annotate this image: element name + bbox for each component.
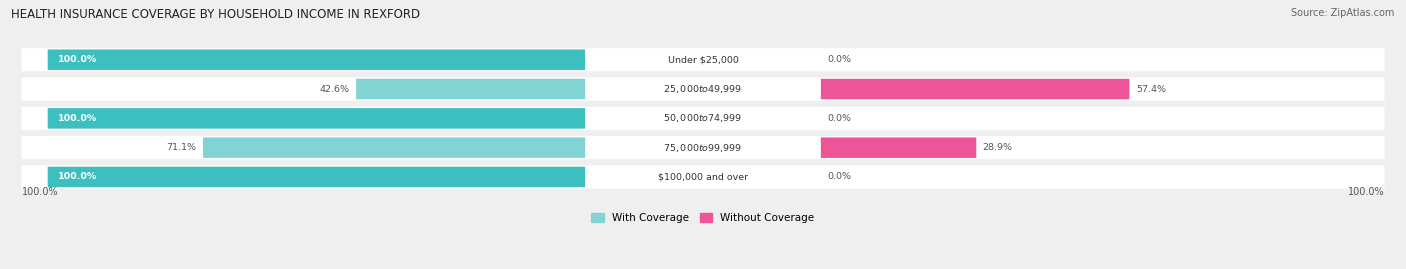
Text: 100.0%: 100.0% — [1348, 187, 1385, 197]
FancyBboxPatch shape — [48, 49, 585, 70]
Text: Under $25,000: Under $25,000 — [668, 55, 738, 64]
FancyBboxPatch shape — [48, 167, 585, 187]
FancyBboxPatch shape — [21, 48, 1385, 71]
Text: $25,000 to $49,999: $25,000 to $49,999 — [664, 83, 742, 95]
Text: $100,000 and over: $100,000 and over — [658, 172, 748, 182]
Text: $50,000 to $74,999: $50,000 to $74,999 — [664, 112, 742, 124]
Text: 100.0%: 100.0% — [58, 55, 97, 64]
Text: Source: ZipAtlas.com: Source: ZipAtlas.com — [1291, 8, 1395, 18]
Text: 100.0%: 100.0% — [58, 172, 97, 182]
Text: 0.0%: 0.0% — [828, 55, 852, 64]
FancyBboxPatch shape — [48, 108, 585, 129]
FancyBboxPatch shape — [356, 79, 585, 99]
Text: $75,000 to $99,999: $75,000 to $99,999 — [664, 142, 742, 154]
FancyBboxPatch shape — [21, 77, 1385, 101]
FancyBboxPatch shape — [202, 137, 585, 158]
Text: 71.1%: 71.1% — [166, 143, 197, 152]
FancyBboxPatch shape — [821, 137, 976, 158]
Text: 28.9%: 28.9% — [983, 143, 1012, 152]
Text: 42.6%: 42.6% — [319, 84, 350, 94]
Text: HEALTH INSURANCE COVERAGE BY HOUSEHOLD INCOME IN REXFORD: HEALTH INSURANCE COVERAGE BY HOUSEHOLD I… — [11, 8, 420, 21]
FancyBboxPatch shape — [21, 165, 1385, 189]
Text: 100.0%: 100.0% — [21, 187, 58, 197]
Text: 57.4%: 57.4% — [1136, 84, 1166, 94]
FancyBboxPatch shape — [821, 79, 1129, 99]
Text: 100.0%: 100.0% — [58, 114, 97, 123]
Legend: With Coverage, Without Coverage: With Coverage, Without Coverage — [588, 209, 818, 227]
Text: 0.0%: 0.0% — [828, 114, 852, 123]
Text: 0.0%: 0.0% — [828, 172, 852, 182]
FancyBboxPatch shape — [21, 107, 1385, 130]
FancyBboxPatch shape — [21, 136, 1385, 159]
